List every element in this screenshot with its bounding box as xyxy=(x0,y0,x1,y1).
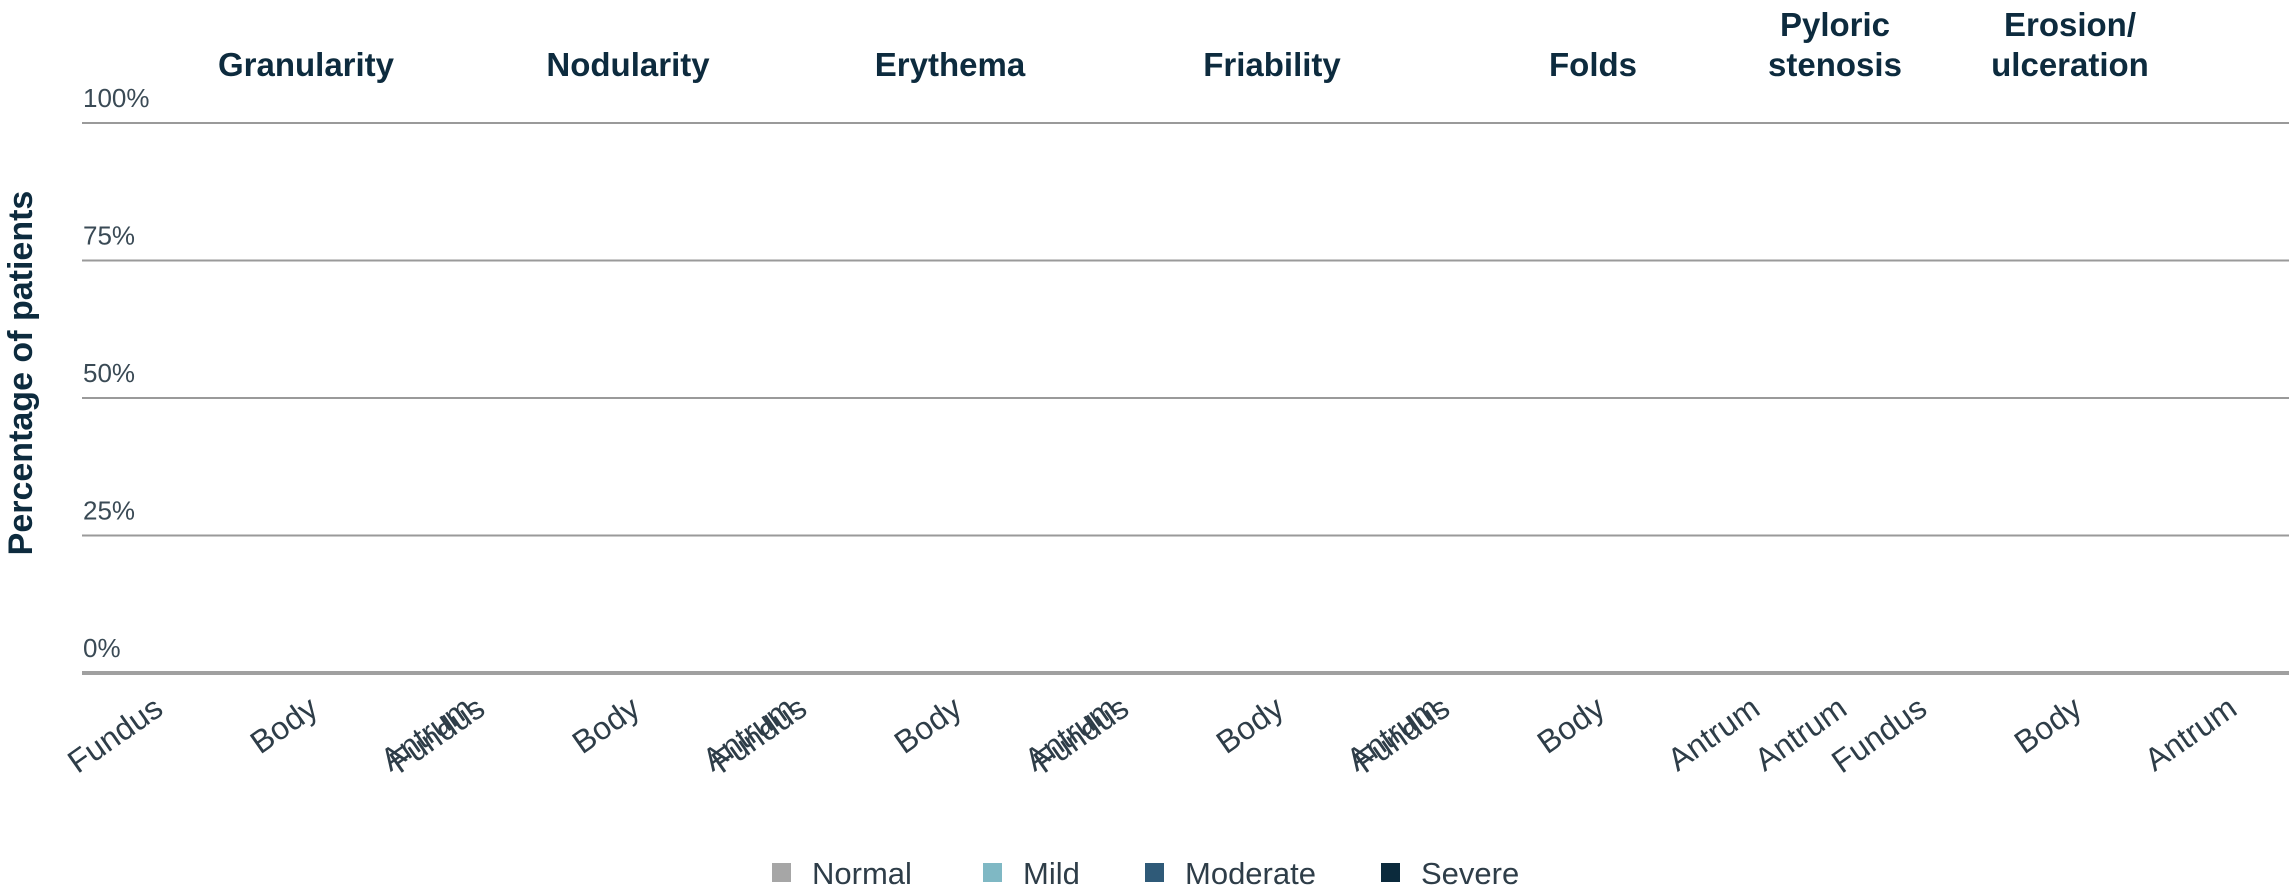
legend-label: Normal xyxy=(812,856,912,891)
x-category-label: Body xyxy=(1210,689,1290,760)
legend: Normal Mild Moderate Severe xyxy=(772,856,1519,891)
y-tick-label: 50% xyxy=(83,358,135,388)
group-title: Granularity xyxy=(218,46,395,83)
legend-item: Moderate xyxy=(1145,856,1316,891)
x-category-label: Body xyxy=(2008,689,2088,760)
x-category-label: Body xyxy=(1531,689,1611,760)
x-category-label: Body xyxy=(566,689,646,760)
legend-swatch xyxy=(1145,863,1164,882)
y-axis-label: Percentage of patients xyxy=(2,191,40,556)
legend-label: Mild xyxy=(1023,856,1080,891)
group-title: Erythema xyxy=(875,46,1026,83)
legend-item: Mild xyxy=(983,856,1080,891)
group-title: Nodularity xyxy=(546,46,710,83)
legend-swatch xyxy=(983,863,1002,882)
x-category-label: Body xyxy=(888,689,968,760)
group-title: stenosis xyxy=(1768,46,1902,83)
x-category-label: Antrum xyxy=(1661,689,1766,778)
group-title: Erosion/ xyxy=(2004,6,2136,43)
y-tick-label: 100% xyxy=(83,83,150,113)
legend-swatch xyxy=(1381,863,1400,882)
legend-label: Moderate xyxy=(1185,856,1316,891)
legend-item: Normal xyxy=(772,856,912,891)
group-title: Friability xyxy=(1203,46,1341,83)
group-title: Folds xyxy=(1549,46,1637,83)
legend-item: Severe xyxy=(1381,856,1519,891)
x-category-label: Body xyxy=(244,689,324,760)
y-tick-label: 75% xyxy=(83,221,135,251)
group-titles: Granularity Nodularity Erythema Friability F… xyxy=(218,6,2149,83)
group-title: ulceration xyxy=(1991,46,2149,83)
y-tick-label: 0% xyxy=(83,633,121,663)
x-category-label: Fundus xyxy=(61,689,169,780)
legend-label: Severe xyxy=(1421,856,1519,891)
gridlines xyxy=(82,122,2289,675)
y-tick-label: 25% xyxy=(83,496,135,526)
group-title: Pyloric xyxy=(1780,6,1890,43)
y-axis-ticks: 0% 25% 50% 75% 100% xyxy=(83,83,150,663)
x-category-label: Antrum xyxy=(2138,689,2243,778)
legend-swatch xyxy=(772,863,791,882)
